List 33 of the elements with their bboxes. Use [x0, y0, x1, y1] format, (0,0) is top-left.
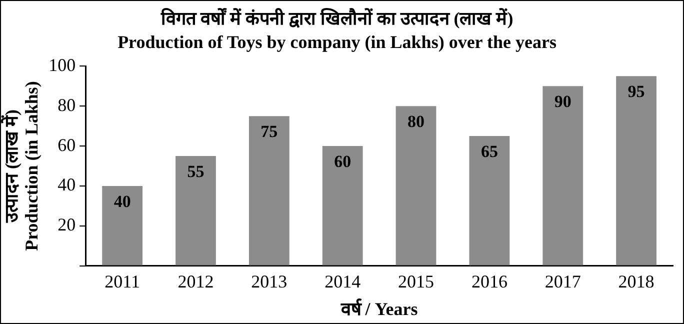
- bar: [322, 146, 363, 266]
- data-label: 55: [187, 162, 204, 181]
- bar: [469, 136, 510, 266]
- x-axis-title: वर्ष / Years: [340, 298, 418, 319]
- y-axis-title: उत्पादन (लाख में) Production (in Lakhs): [0, 81, 42, 251]
- data-label: 60: [334, 152, 352, 171]
- bar: [396, 106, 436, 266]
- bar: [102, 186, 143, 266]
- y-tick-label: 100: [48, 54, 76, 75]
- chart-subtitle: Production of Toys by company (in Lakhs) over the years: [118, 32, 556, 52]
- data-label: 75: [260, 122, 278, 141]
- bar: [616, 76, 656, 266]
- chart-title: विगत वर्षों में कंपनी द्वारा खिलौनों का उत्पादन (लाख में): [160, 7, 514, 28]
- data-label: 80: [408, 112, 425, 132]
- bar: [248, 116, 290, 266]
- x-tick-label: 2018: [618, 271, 654, 292]
- data-label: 40: [114, 192, 131, 211]
- y-tick-label: 80: [58, 94, 76, 115]
- x-tick-label: 2015: [398, 271, 434, 292]
- x-tick-label: 2012: [178, 271, 214, 292]
- data-label: 65: [480, 142, 498, 161]
- x-tick-label: 2014: [324, 271, 361, 292]
- data-label: 95: [628, 82, 645, 102]
- bar: [542, 86, 584, 266]
- x-tick-label: 2016: [471, 271, 508, 292]
- x-tick-label: 2011: [104, 271, 140, 292]
- x-tick-label: 2017: [544, 271, 581, 292]
- y-tick-label: 20: [58, 214, 76, 235]
- x-tick-label: 2013: [251, 271, 288, 292]
- y-tick-label: 40: [58, 174, 76, 195]
- y-tick-label: 60: [58, 134, 76, 155]
- bar: [176, 156, 216, 266]
- data-label: 90: [554, 92, 572, 112]
